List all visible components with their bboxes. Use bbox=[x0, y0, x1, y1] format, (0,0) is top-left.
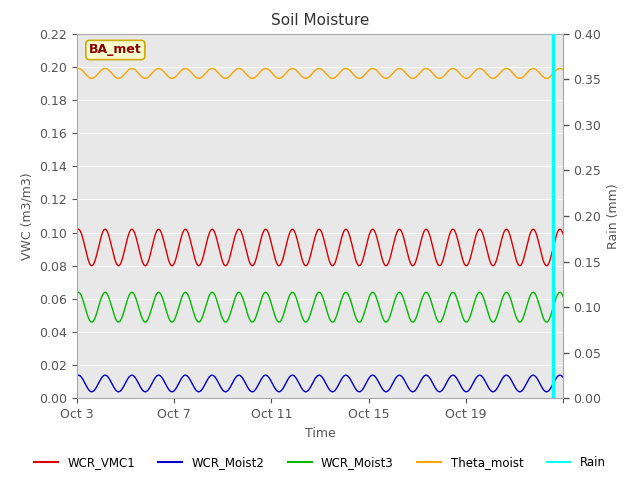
Title: Soil Moisture: Soil Moisture bbox=[271, 13, 369, 28]
X-axis label: Time: Time bbox=[305, 427, 335, 440]
Y-axis label: Rain (mm): Rain (mm) bbox=[607, 183, 620, 249]
Legend: WCR_VMC1, WCR_Moist2, WCR_Moist3, Theta_moist, Rain: WCR_VMC1, WCR_Moist2, WCR_Moist3, Theta_… bbox=[29, 452, 611, 474]
Y-axis label: VWC (m3/m3): VWC (m3/m3) bbox=[20, 172, 33, 260]
Text: BA_met: BA_met bbox=[89, 44, 141, 57]
